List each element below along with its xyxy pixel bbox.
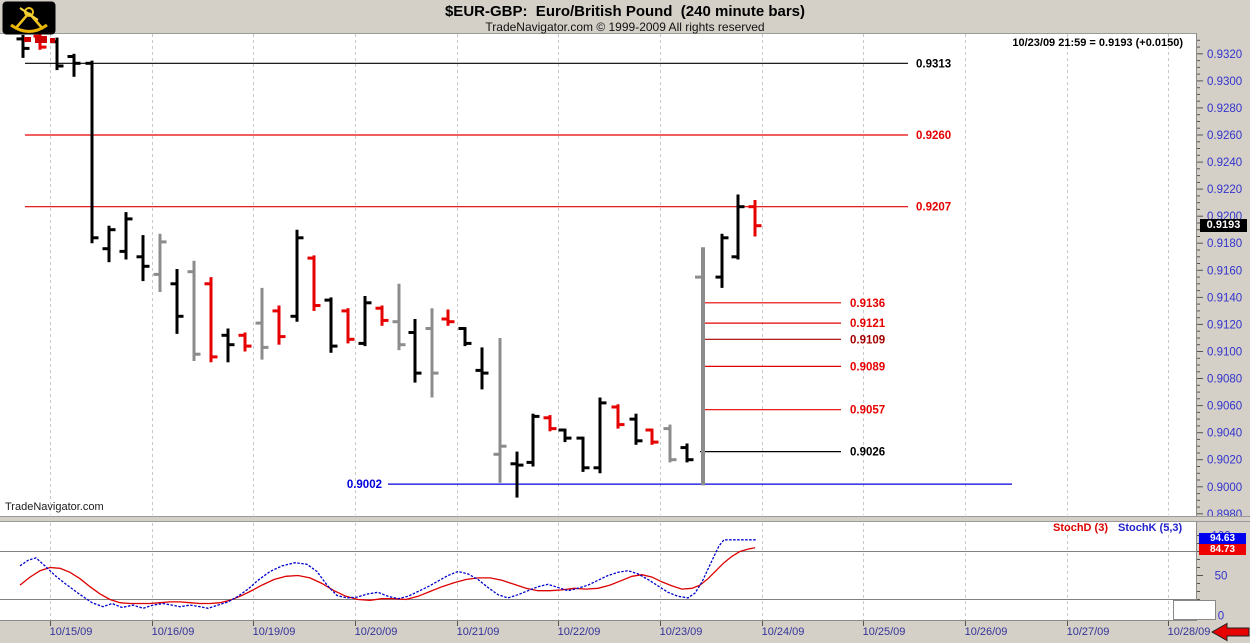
price-axis-label: 0.9300 [1207,76,1242,88]
stochk-value-badge: 94.63 [1199,533,1246,544]
price-axis-label: 0.9260 [1207,130,1242,142]
watermark: TradeNavigator.com [5,501,104,513]
price-axis-label: 0.9080 [1207,374,1242,386]
date-label: 10/20/09 [355,626,398,638]
price-axis-label: 0.9100 [1207,347,1242,359]
price-axis-label: 0.9040 [1207,428,1242,440]
chart-subtitle: TradeNavigator.com © 1999-2009 All right… [485,20,765,34]
last-price-badge: 0.9193 [1200,219,1247,232]
price-axis-label: 0.9180 [1207,238,1242,250]
date-label: 10/28/09 [1168,626,1211,638]
legend-stochk[interactable]: StochK (5,3) [1118,522,1183,534]
date-label: 10/16/09 [152,626,195,638]
date-label: 10/19/09 [253,626,296,638]
date-label: 10/22/09 [558,626,601,638]
price-axis-label: 0.9140 [1207,292,1242,304]
price-axis-label: 0.9120 [1207,319,1242,331]
chart-title: $EUR-GBP: Euro/British Pound (240 minute… [444,3,806,20]
date-label: 10/15/09 [50,626,93,638]
price-axis-label: 0.9060 [1207,401,1242,413]
price-chart-area[interactable] [0,33,1196,516]
date-label: 10/25/09 [863,626,906,638]
date-label: 10/23/09 [660,626,703,638]
scroll-left-arrow-icon[interactable] [1209,620,1250,643]
stochastic-chart-area[interactable] [0,522,1196,621]
price-axis-label: 0.9160 [1207,265,1242,277]
price-axis-label: 0.9240 [1207,157,1242,169]
legend-stochd[interactable]: StochD (3) [1053,522,1108,534]
price-axis-label: 0.9280 [1207,103,1242,115]
date-label: 10/21/09 [457,626,500,638]
stochd-value-badge: 84.73 [1199,544,1246,555]
last-quote-readout: 10/23/09 21:59 = 0.9193 (+0.0150) [1012,37,1183,49]
date-label: 10/27/09 [1067,626,1110,638]
stoch-axis-label: 50 [1215,571,1228,583]
price-axis-label: 0.9000 [1207,482,1242,494]
panel-separator [0,516,1250,522]
price-axis-label: 0.9220 [1207,184,1242,196]
corner-box [1173,600,1216,620]
price-axis-label: 0.9020 [1207,455,1242,467]
date-label: 10/24/09 [762,626,805,638]
price-axis-label: 0.9320 [1207,49,1242,61]
date-label: 10/26/09 [965,626,1008,638]
